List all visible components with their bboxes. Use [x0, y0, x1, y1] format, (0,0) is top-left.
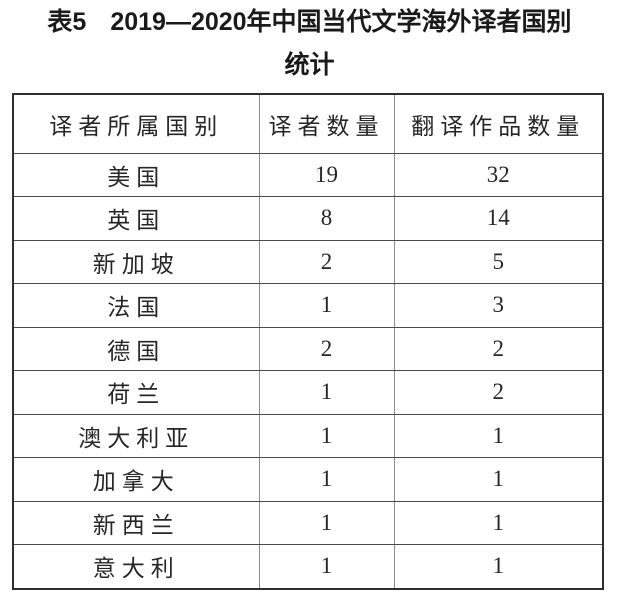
cell-translator-count: 19: [258, 152, 395, 197]
table-row: 澳大利亚 1 1: [12, 413, 604, 458]
cell-works-count: 5: [393, 239, 604, 284]
cell-translator-count: 2: [258, 326, 395, 371]
cell-translator-count: 1: [258, 413, 395, 458]
header-country: 译者所属国别: [12, 93, 260, 154]
table-row: 法国 1 3: [12, 283, 604, 328]
table-number-label: 表5: [47, 8, 87, 36]
table-row: 意大利 1 1: [12, 544, 604, 589]
cell-works-count: 1: [393, 457, 604, 502]
table-row: 美国 19 32: [12, 152, 604, 197]
table-row: 新西兰 1 1: [12, 500, 604, 545]
cell-works-count: 2: [393, 326, 604, 371]
cell-country: 法国: [12, 283, 260, 328]
cell-works-count: 1: [393, 413, 604, 458]
table-body: 美国 19 32 英国 8 14 新加坡 2 5 法国 1 3 德国 2 2 荷兰 1 2 澳大利亚 1 1 加拿大 1 1 新…: [12, 152, 604, 589]
cell-translator-count: 1: [258, 457, 395, 502]
cell-works-count: 1: [393, 500, 604, 545]
table-title-text: 2019—2020年中国当代文学海外译者国别: [110, 8, 572, 36]
cell-country: 德国: [12, 326, 260, 371]
cell-translator-count: 8: [258, 196, 395, 241]
table-row: 德国 2 2: [12, 326, 604, 371]
translator-country-table: 译者所属国别 译者数量 翻译作品数量 美国 19 32 英国 8 14 新加坡 2 5 法国 1 3 德…: [12, 92, 604, 590]
table-row: 荷兰 1 2: [12, 370, 604, 415]
cell-translator-count: 1: [258, 283, 395, 328]
table-title-line1: 表5 2019—2020年中国当代文学海外译者国别: [0, 9, 619, 35]
header-works-count: 翻译作品数量: [393, 93, 604, 154]
cell-works-count: 3: [393, 283, 604, 328]
cell-country: 荷兰: [12, 370, 260, 415]
cell-translator-count: 1: [258, 544, 395, 589]
cell-country: 新加坡: [12, 239, 260, 284]
cell-country: 美国: [12, 152, 260, 197]
cell-country: 意大利: [12, 544, 260, 589]
cell-works-count: 1: [393, 544, 604, 589]
cell-works-count: 14: [393, 196, 604, 241]
cell-translator-count: 1: [258, 370, 395, 415]
cell-works-count: 2: [393, 370, 604, 415]
cell-works-count: 32: [393, 152, 604, 197]
cell-translator-count: 1: [258, 500, 395, 545]
header-row: 译者所属国别 译者数量 翻译作品数量: [12, 93, 604, 154]
table-title-line2: 统计: [284, 51, 335, 80]
header-translator-count: 译者数量: [258, 93, 395, 154]
cell-translator-count: 2: [258, 239, 395, 284]
cell-country: 加拿大: [12, 457, 260, 502]
cell-country: 英国: [12, 196, 260, 241]
table-row: 新加坡 2 5: [12, 239, 604, 284]
cell-country: 新西兰: [12, 500, 260, 545]
cell-country: 澳大利亚: [12, 413, 260, 458]
table-header: 译者所属国别 译者数量 翻译作品数量: [12, 93, 604, 154]
table-title: 表5 2019—2020年中国当代文学海外译者国别 统计: [0, 0, 619, 79]
table-row: 加拿大 1 1: [12, 457, 604, 502]
table-row: 英国 8 14: [12, 196, 604, 241]
